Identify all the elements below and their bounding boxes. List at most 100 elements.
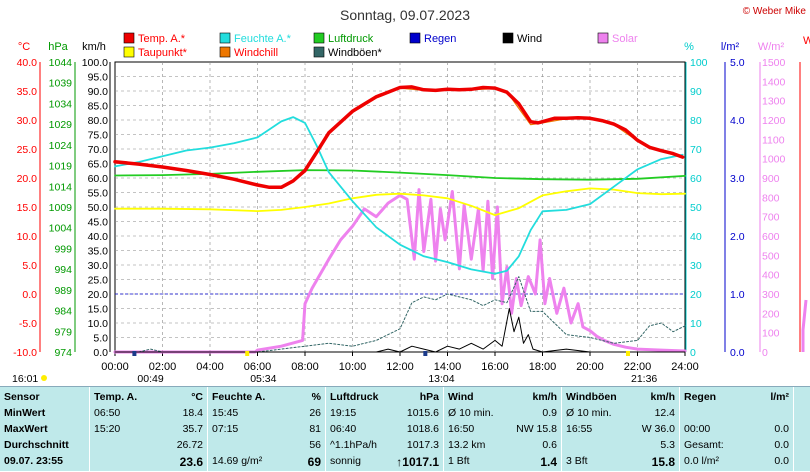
tick-label-humidity: 40 (690, 231, 702, 243)
stats-cell-label: Sensor (4, 391, 40, 403)
stats-cell-value: km/h (650, 391, 675, 403)
x-tick-label: 00:00 (101, 361, 129, 373)
stats-row: Luftdruck hPa (330, 391, 439, 407)
legend-swatch (409, 32, 421, 44)
stats-row: 15:45 26 (212, 407, 321, 423)
stats-row: 14.69 g/m² 69 (212, 455, 321, 471)
x-tick-label: 24:00 (671, 361, 699, 373)
tick-label-pressure: 1004 (49, 223, 73, 235)
stats-cell-label: sonnig (330, 455, 361, 467)
tick-label-humidity: 0 (690, 347, 696, 359)
tick-label-solar: 1000 (762, 154, 786, 166)
tick-label-humidity: 90 (690, 86, 702, 98)
tick-label-pressure: 979 (54, 326, 72, 338)
tick-label-temp: 5.0 (22, 260, 37, 272)
tick-label-rain: 1.0 (730, 289, 745, 301)
tick-label-wind: 55.0 (88, 188, 109, 200)
tick-label-wind: 40.0 (88, 231, 109, 243)
moonset-icon (423, 351, 428, 356)
stats-cell-value: 12.4 (654, 407, 675, 419)
stats-row: Feuchte A.% (212, 391, 321, 407)
tick-label-solar: 700 (762, 212, 780, 224)
stats-row: 23.6 (94, 455, 203, 471)
moonrise-icon (132, 351, 137, 356)
legend-label: Windböen* (328, 47, 383, 59)
tick-label-solar: 1300 (762, 96, 786, 108)
tick-label-pressure: 974 (54, 347, 72, 359)
stats-row: 09.07. 23:55 (4, 455, 85, 471)
stats-cell-label: 14.69 g/m² (212, 455, 263, 467)
stats-row: Durchschnitt (4, 439, 85, 455)
tick-label-pressure: 989 (54, 285, 72, 297)
weather-chart: Sonntag, 09.07.2023 © Weber Mike Temp. A.*… (12, 6, 810, 385)
legend-swatch (597, 32, 609, 44)
legend-label: Feuchte A.* (234, 33, 292, 45)
axis-unit-temp: °C (18, 41, 30, 53)
stats-cell-value: km/h (532, 391, 557, 403)
tick-label-pressure: 1009 (49, 202, 73, 214)
stats-row: MinWert (4, 407, 85, 423)
x-tick-label: 20:00 (576, 361, 604, 373)
stats-cell-label: 15:45 (212, 407, 239, 419)
tick-label-temp: 30.0 (17, 115, 38, 127)
x-tick-label: 08:00 (291, 361, 319, 373)
x-tick-label: 16:00 (481, 361, 509, 373)
stats-cell-label: Gesamt: (684, 439, 724, 451)
stats-cell-label: 09.07. 23:55 (4, 455, 63, 467)
stats-cell-value: 81 (309, 423, 321, 435)
tick-label-solar: 1500 (762, 57, 786, 69)
tick-label-temp: 40.0 (17, 57, 38, 69)
stats-row: 15:20 35.7 (94, 423, 203, 439)
stats-row: Ø 10 min. 12.4 (566, 407, 675, 423)
tick-label-pressure: 1044 (49, 57, 73, 69)
stats-column: Feuchte A.% 15:45 26 07:15 81 56 14.69 g/m² 69 (208, 387, 326, 472)
legend-label: Regen (424, 33, 456, 45)
stats-cell-label: Feuchte A. (212, 391, 266, 403)
tick-label-wind: 80.0 (88, 115, 109, 127)
sunrise-icon (245, 351, 250, 356)
tick-label-temp: 15.0 (17, 202, 38, 214)
axis-unit-rain: l/m² (721, 41, 740, 53)
stats-cell-value: 0.0 (774, 439, 789, 451)
x-tick-label: 10:00 (339, 361, 367, 373)
stats-cell-value: hPa (419, 391, 439, 403)
series-taupunkt (114, 187, 686, 216)
stats-row: MaxWert (4, 423, 85, 439)
tick-label-temp: 0.0 (22, 289, 37, 301)
tick-label-pressure: 1019 (49, 161, 73, 173)
stats-cell-value: NW 15.8 (516, 423, 557, 435)
tick-label-wind: 85.0 (88, 101, 109, 113)
tick-label-wind: 5.0 (93, 333, 108, 345)
stats-row: Temp. A. °C (94, 391, 203, 407)
legend-swatch (123, 46, 135, 58)
stats-row: 06:40 1018.6 (330, 423, 439, 439)
tick-label-wind: 0.0 (93, 347, 108, 359)
tick-label-rain: 0.0 (730, 347, 745, 359)
tick-label-solar: 100 (762, 328, 780, 340)
tick-label-solar: 300 (762, 289, 780, 301)
tick-label-rain: 2.0 (730, 231, 745, 243)
stats-cell-value: 0.9 (542, 407, 557, 419)
stats-cell-label: 16:50 (448, 423, 475, 435)
stats-cell-value: 0.0 (774, 455, 789, 467)
x-tick-label: 18:00 (529, 361, 557, 373)
stats-row (684, 407, 789, 423)
stats-cell-value: 18.4 (182, 407, 203, 419)
axis-unit-solar: W/m² (758, 41, 785, 53)
sun-icon (41, 375, 47, 381)
stats-cell-label: 13.2 km (448, 439, 486, 451)
stats-row: 06:50 18.4 (94, 407, 203, 423)
x-tick-label: 04:00 (196, 361, 224, 373)
stats-cell-value: 0.6 (542, 439, 557, 451)
stats-cell-label: 3 Bft (566, 455, 588, 467)
axis-unit-pressure: hPa (48, 41, 68, 53)
stats-cell-label: Temp. A. (94, 391, 138, 403)
tick-label-wind: 15.0 (88, 304, 109, 316)
stats-cell-value: 0.0 (774, 423, 789, 435)
stats-cell-value: 35.7 (182, 423, 203, 435)
stats-row: sonnig ↑1017.1 (330, 455, 439, 471)
tick-label-humidity: 60 (690, 173, 702, 185)
moonrise-label: 00:49 (137, 373, 163, 385)
tick-label-solar: 800 (762, 192, 780, 204)
stats-column: Sensor MinWert MaxWert Durchschnitt 09.07. 2… (0, 387, 90, 472)
